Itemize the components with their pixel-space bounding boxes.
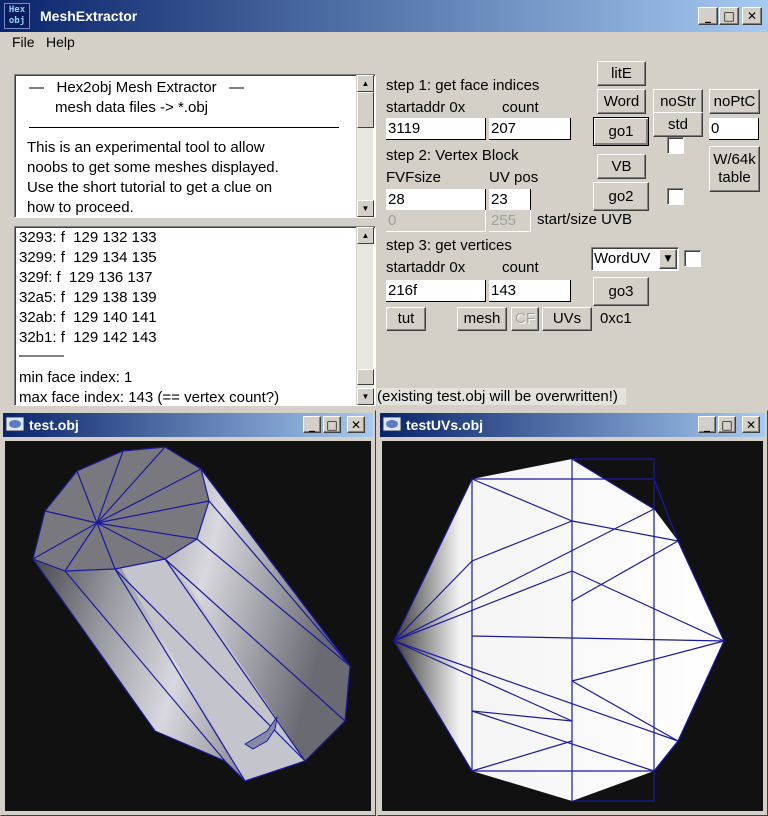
step3-count-input[interactable]: 143 [489, 280, 571, 302]
info-text-line: Use the short tutorial to get a clue on [27, 179, 273, 196]
noptc-button[interactable]: noPtC [709, 89, 760, 114]
minimize-icon[interactable]: _ [698, 7, 718, 25]
go3-button[interactable]: go3 [593, 277, 649, 306]
info-subtitle: mesh data files -> *.obj [55, 99, 208, 116]
uv-format-select[interactable]: WordUV ▼ [591, 247, 679, 271]
window-title: MeshExtractor [40, 8, 138, 24]
go1-button[interactable]: go1 [593, 117, 649, 146]
word-button[interactable]: Word [597, 89, 646, 114]
log-scrollbar[interactable]: ▲ ▼ [356, 227, 374, 405]
step3-title: step 3: get vertices [386, 237, 512, 254]
log-line: 329f: f 129 136 137 [19, 269, 153, 286]
hex-value-label: 0xc1 [600, 310, 632, 327]
cylinder-mesh-render [32, 446, 351, 782]
step3-startaddr-input[interactable]: 216f [386, 280, 486, 302]
maximize-icon[interactable]: □ [719, 7, 739, 25]
table-label: table [718, 169, 751, 186]
minimize-icon[interactable]: _ [698, 416, 716, 433]
uvb-label: start/size UVB [537, 211, 633, 228]
go2-checkbox[interactable] [667, 188, 684, 205]
scroll-thumb[interactable] [357, 92, 374, 128]
scroll-up-icon[interactable]: ▲ [357, 227, 374, 244]
status-message: (existing test.obj will be overwritten!) [377, 388, 626, 405]
test-obj-titlebar[interactable]: test.obj _ □ ✕ [3, 413, 373, 437]
log-max-index: max face index: 143 (== vertex count?) [19, 389, 280, 406]
title-bar[interactable]: Hex obj MeshExtractor _ □ ✕ [0, 0, 768, 32]
menu-file[interactable]: File [12, 34, 35, 50]
test-uvs-title: testUVs.obj [406, 417, 484, 433]
info-scrollbar[interactable]: ▲ ▼ [356, 75, 374, 217]
step1-title: step 1: get face indices [386, 77, 540, 94]
test-obj-window[interactable]: test.obj _ □ ✕ [0, 410, 376, 816]
mesh-button[interactable]: mesh [457, 307, 507, 331]
scroll-down-icon[interactable]: ▼ [357, 388, 374, 405]
w64k-table-button[interactable]: W/64k table [709, 146, 760, 192]
uvb-start-input: 0 [386, 210, 486, 232]
step3-addr-label: startaddr 0x [386, 259, 466, 276]
scroll-down-icon[interactable]: ▼ [357, 200, 374, 217]
close-icon[interactable]: ✕ [742, 7, 762, 25]
uv-viewport[interactable] [382, 441, 763, 811]
menu-help[interactable]: Help [46, 34, 75, 50]
log-panel: 3293: f 129 132 133 3299: f 129 134 135 … [14, 226, 376, 406]
log-line: 3299: f 129 134 135 [19, 249, 157, 266]
step2-uvpos-input[interactable]: 23 [489, 189, 531, 211]
menu-bar: File Help [0, 32, 768, 54]
log-min-index: min face index: 1 [19, 369, 133, 386]
test-obj-title: test.obj [29, 417, 79, 433]
info-text-line: This is an experimental tool to allow [27, 139, 265, 156]
uvs-button[interactable]: UVs [542, 307, 592, 331]
log-line: 32b1: f 129 142 143 [19, 329, 157, 346]
go2-button[interactable]: go2 [593, 182, 649, 211]
scroll-thumb[interactable] [357, 369, 374, 385]
info-divider [29, 127, 339, 128]
hex2obj-app-icon: Hex obj [4, 3, 30, 29]
maximize-icon[interactable]: □ [718, 416, 736, 433]
lite-button[interactable]: litE [597, 61, 646, 86]
maximize-icon[interactable]: □ [323, 416, 341, 433]
tut-button[interactable]: tut [386, 307, 426, 331]
step2-fvf-label: FVFsize [386, 169, 442, 186]
w64k-label: W/64k [713, 151, 756, 168]
step1-group [384, 76, 586, 118]
std-button[interactable]: std [653, 112, 703, 137]
vb-button[interactable]: VB [597, 154, 646, 179]
info-text-line: noobs to get some meshes displayed. [27, 159, 279, 176]
mesh-viewport[interactable] [5, 441, 371, 811]
close-icon[interactable]: ✕ [347, 416, 365, 433]
close-icon[interactable]: ✕ [742, 416, 760, 433]
chevron-down-icon[interactable]: ▼ [659, 249, 677, 269]
step1-count-label: count [502, 99, 539, 116]
step2-title: step 2: Vertex Block [386, 147, 519, 164]
test-uvs-window[interactable]: testUVs.obj _ □ ✕ [377, 410, 768, 816]
right-value-input[interactable]: 0 [709, 118, 759, 140]
info-title: — Hex2obj Mesh Extractor — [29, 79, 245, 96]
step2-group [384, 146, 586, 188]
uv-checkbox[interactable] [684, 250, 701, 267]
opengl-window-icon [6, 417, 24, 431]
test-uvs-titlebar[interactable]: testUVs.obj _ □ ✕ [380, 413, 765, 437]
uv-mesh-render [393, 458, 725, 802]
step3-count-label: count [502, 259, 539, 276]
log-line: 3293: f 129 132 133 [19, 229, 157, 246]
cf-button: CF [511, 307, 539, 331]
scroll-up-icon[interactable]: ▲ [357, 75, 374, 92]
nostr-button[interactable]: noStr [653, 89, 703, 114]
info-panel: — Hex2obj Mesh Extractor — mesh data fil… [14, 74, 376, 218]
opengl-window-icon [383, 417, 401, 431]
step2-fvfsize-input[interactable]: 28 [386, 189, 486, 211]
uvb-size-input: 255 [489, 210, 531, 232]
step1-addr-label: startaddr 0x [386, 99, 466, 116]
minimize-icon[interactable]: _ [303, 416, 321, 433]
step3-group [384, 236, 586, 278]
log-line: 32a5: f 129 138 139 [19, 289, 157, 306]
uv-format-value: WordUV [594, 250, 651, 267]
log-separator: ——— [19, 347, 64, 364]
go1-checkbox[interactable] [667, 137, 684, 154]
log-line: 32ab: f 129 140 141 [19, 309, 157, 326]
step1-startaddr-input[interactable]: 3119 [386, 118, 486, 140]
step1-count-input[interactable]: 207 [489, 118, 571, 140]
info-text-line: how to proceed. [27, 199, 134, 216]
step2-uvpos-label: UV pos [489, 169, 539, 186]
